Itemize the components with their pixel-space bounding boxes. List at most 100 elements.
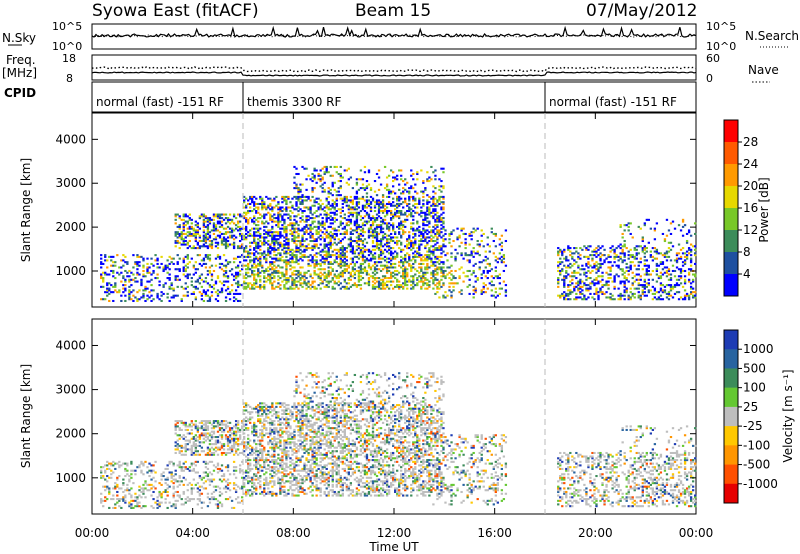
power-cell bbox=[391, 217, 395, 220]
power-cell bbox=[267, 269, 270, 273]
power-cell bbox=[232, 238, 236, 241]
power-cell bbox=[313, 211, 316, 214]
power-cell bbox=[404, 188, 407, 191]
power-cell bbox=[339, 187, 342, 190]
power-cell bbox=[683, 224, 687, 227]
power-cell bbox=[204, 262, 208, 265]
power-cell bbox=[681, 298, 685, 301]
power-cell bbox=[408, 264, 411, 267]
power-cell bbox=[373, 252, 377, 255]
power-cell bbox=[422, 180, 425, 183]
power-cell bbox=[319, 278, 322, 281]
power-cell bbox=[436, 238, 439, 241]
power-cell bbox=[430, 229, 433, 232]
power-cell bbox=[285, 202, 288, 206]
power-cell bbox=[363, 187, 367, 190]
power-cell bbox=[226, 287, 230, 290]
power-cell bbox=[170, 287, 173, 290]
power-cell bbox=[261, 222, 264, 225]
power-cell bbox=[460, 289, 463, 292]
power-cell bbox=[369, 234, 373, 237]
velocity-cell bbox=[118, 466, 121, 469]
power-cell bbox=[198, 275, 202, 278]
power-cell bbox=[341, 210, 344, 213]
power-cell bbox=[645, 271, 648, 274]
power-cell bbox=[404, 178, 407, 181]
power-cell bbox=[321, 224, 324, 227]
power-cell bbox=[291, 273, 294, 276]
power-cell bbox=[365, 211, 369, 214]
power-cell bbox=[420, 257, 423, 260]
freq-tick-bottom: 8 bbox=[66, 72, 73, 85]
power-cell bbox=[665, 250, 669, 253]
power-cell bbox=[621, 261, 624, 264]
velocity-cell bbox=[138, 494, 141, 497]
power-cell bbox=[269, 273, 272, 276]
power-cell bbox=[643, 255, 646, 258]
power-cell bbox=[303, 225, 306, 228]
power-cell bbox=[251, 201, 254, 204]
velocity-cell bbox=[136, 503, 139, 506]
velocity-cell bbox=[200, 476, 204, 479]
power-cell bbox=[279, 236, 282, 239]
power-cell bbox=[279, 252, 282, 255]
power-cell bbox=[482, 287, 485, 290]
power-cell bbox=[651, 255, 655, 258]
power-cell bbox=[265, 220, 268, 223]
power-cell bbox=[307, 247, 310, 250]
power-cell bbox=[212, 225, 216, 228]
power-cell bbox=[204, 294, 208, 297]
power-cell bbox=[414, 199, 417, 202]
power-cell bbox=[450, 296, 453, 299]
power-cell bbox=[436, 204, 439, 207]
power-cell bbox=[434, 224, 437, 227]
velocity-cell bbox=[110, 476, 113, 479]
power-cell bbox=[249, 259, 252, 262]
power-cell bbox=[389, 190, 393, 193]
power-cell bbox=[295, 269, 298, 273]
power-cell bbox=[202, 280, 206, 283]
power-cell bbox=[341, 217, 344, 220]
power-cell bbox=[315, 273, 318, 276]
power-cell bbox=[206, 229, 210, 232]
power-cell bbox=[283, 218, 286, 221]
power-cell bbox=[110, 284, 113, 287]
power-cell bbox=[289, 222, 292, 225]
power-cell bbox=[412, 222, 415, 225]
power-cell bbox=[281, 217, 284, 220]
power-cell bbox=[345, 229, 348, 232]
velocity-cell bbox=[182, 476, 185, 479]
power-cell bbox=[220, 282, 224, 285]
velocity-cell bbox=[146, 489, 149, 492]
power-cell bbox=[162, 292, 165, 295]
power-cell bbox=[371, 285, 375, 288]
power-cell bbox=[327, 190, 330, 193]
power-cell bbox=[251, 227, 254, 230]
power-cell bbox=[442, 269, 445, 273]
power-cell bbox=[603, 284, 606, 287]
power-cell bbox=[373, 245, 377, 248]
power-cell bbox=[561, 278, 564, 281]
power-cell bbox=[255, 280, 258, 283]
power-cell bbox=[198, 239, 202, 243]
power-cell bbox=[428, 206, 431, 209]
power-cell bbox=[174, 275, 177, 278]
power-cell bbox=[609, 250, 612, 253]
power-cell bbox=[369, 224, 373, 227]
power-cell bbox=[253, 287, 256, 290]
power-cell bbox=[315, 197, 318, 200]
power-cell bbox=[347, 287, 350, 290]
power-cell bbox=[410, 248, 413, 251]
power-cell bbox=[247, 231, 250, 234]
power-cell bbox=[299, 255, 302, 258]
power-cell bbox=[575, 298, 578, 301]
power-cell bbox=[583, 294, 586, 297]
power-cell bbox=[361, 183, 365, 186]
power-cell bbox=[192, 229, 195, 232]
power-cell bbox=[391, 227, 395, 230]
power-cell bbox=[317, 232, 320, 235]
power-cell bbox=[152, 298, 155, 301]
power-cell bbox=[329, 243, 332, 246]
power-cell bbox=[289, 257, 292, 260]
power-cell bbox=[389, 257, 393, 260]
